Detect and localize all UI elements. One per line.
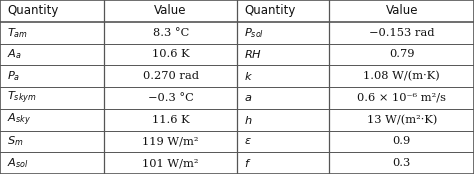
Text: 8.3 °C: 8.3 °C (153, 28, 189, 38)
Text: 0.79: 0.79 (389, 49, 414, 59)
Text: $A_{sky}$: $A_{sky}$ (7, 111, 31, 128)
Text: $A_{sol}$: $A_{sol}$ (7, 156, 29, 170)
Text: Value: Value (155, 4, 187, 17)
Text: $a$: $a$ (244, 93, 252, 103)
Text: 101 W/m²: 101 W/m² (142, 158, 199, 168)
Text: $T_{skym}$: $T_{skym}$ (7, 90, 37, 106)
Text: Quantity: Quantity (7, 4, 58, 17)
Text: 0.9: 0.9 (392, 136, 411, 146)
Text: $A_a$: $A_a$ (7, 48, 22, 61)
Text: −0.153 rad: −0.153 rad (369, 28, 435, 38)
Text: $\varepsilon$: $\varepsilon$ (244, 136, 252, 146)
Text: 11.6 K: 11.6 K (152, 115, 190, 125)
Text: 10.6 K: 10.6 K (152, 49, 190, 59)
Text: $k$: $k$ (244, 70, 253, 82)
Text: 0.6 × 10⁻⁶ m²/s: 0.6 × 10⁻⁶ m²/s (357, 93, 446, 103)
Text: $P_{sol}$: $P_{sol}$ (244, 26, 264, 39)
Text: 119 W/m²: 119 W/m² (142, 136, 199, 146)
Text: −0.3 °C: −0.3 °C (148, 93, 193, 103)
Text: $RH$: $RH$ (244, 48, 262, 60)
Text: 0.3: 0.3 (392, 158, 411, 168)
Text: 1.08 W/(m·K): 1.08 W/(m·K) (364, 71, 440, 81)
Text: $f$: $f$ (244, 157, 252, 169)
Text: Value: Value (385, 4, 418, 17)
Text: $S_m$: $S_m$ (7, 135, 24, 148)
Text: Quantity: Quantity (244, 4, 295, 17)
Text: $h$: $h$ (244, 114, 253, 126)
Text: $T_{am}$: $T_{am}$ (7, 26, 28, 39)
Text: $P_a$: $P_a$ (7, 69, 20, 83)
Text: 13 W/(m²·K): 13 W/(m²·K) (366, 114, 437, 125)
Text: 0.270 rad: 0.270 rad (143, 71, 199, 81)
